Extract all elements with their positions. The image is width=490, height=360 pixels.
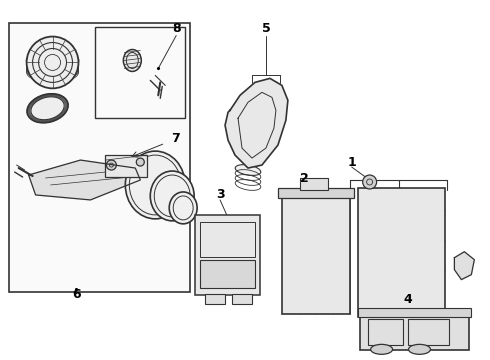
Ellipse shape [235, 165, 261, 175]
Text: 4: 4 [403, 293, 412, 306]
Text: 8: 8 [172, 22, 180, 35]
Ellipse shape [370, 345, 392, 354]
Bar [195, 215, 260, 294]
Bar [9, 23, 190, 292]
Bar [300, 178, 328, 190]
Bar [96, 27, 185, 118]
Bar [278, 188, 354, 198]
Polygon shape [454, 252, 474, 280]
Polygon shape [225, 78, 288, 168]
Bar [368, 319, 403, 345]
Bar [408, 319, 449, 345]
Circle shape [136, 158, 144, 166]
Ellipse shape [27, 94, 68, 123]
Ellipse shape [169, 192, 197, 224]
Bar [358, 188, 445, 318]
Polygon shape [28, 160, 140, 200]
Bar [358, 307, 471, 318]
Text: 6: 6 [72, 288, 81, 301]
Ellipse shape [125, 151, 185, 219]
Bar [200, 260, 255, 288]
Bar [105, 155, 147, 177]
Text: 1: 1 [347, 156, 356, 168]
Text: 3: 3 [216, 188, 224, 202]
Text: 5: 5 [262, 22, 270, 35]
Bar [360, 315, 469, 350]
Bar [232, 293, 252, 303]
Circle shape [26, 37, 78, 88]
Bar [205, 293, 225, 303]
Ellipse shape [409, 345, 431, 354]
Bar [200, 222, 255, 257]
Text: 2: 2 [300, 171, 309, 185]
Bar [282, 195, 350, 315]
Ellipse shape [123, 50, 141, 71]
Ellipse shape [150, 171, 194, 221]
Circle shape [106, 160, 116, 170]
Text: 7: 7 [171, 132, 179, 145]
Circle shape [363, 175, 377, 189]
